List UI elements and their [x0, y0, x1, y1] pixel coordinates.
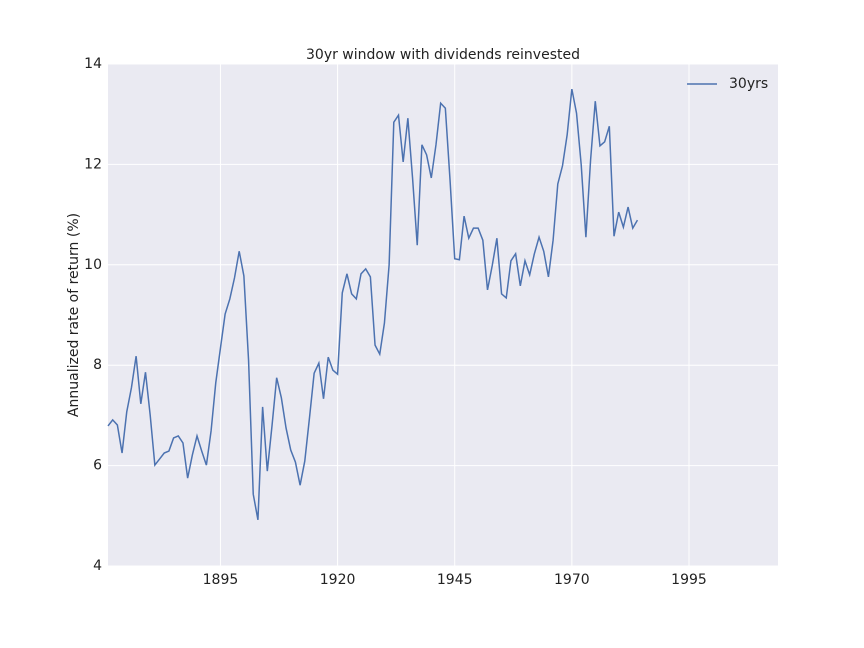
y-tick-label: 12 — [84, 156, 102, 172]
x-tick-label: 1995 — [671, 572, 707, 588]
x-tick-label: 1920 — [320, 572, 356, 588]
y-tick-label: 10 — [84, 257, 102, 273]
legend-label: 30yrs — [729, 76, 768, 92]
x-tick-label: 1945 — [437, 572, 473, 588]
y-tick-label: 4 — [93, 558, 102, 574]
y-tick-label: 14 — [84, 56, 102, 72]
y-axis-label: Annualized rate of return (%) — [66, 213, 82, 417]
chart-title: 30yr window with dividends reinvested — [306, 47, 580, 63]
series-line — [107, 88, 639, 520]
y-tick-label: 6 — [93, 458, 102, 474]
plot-area — [108, 64, 778, 566]
y-tick-label: 8 — [93, 357, 102, 373]
x-tick-label: 1895 — [203, 572, 239, 588]
x-tick-label: 1970 — [554, 572, 590, 588]
